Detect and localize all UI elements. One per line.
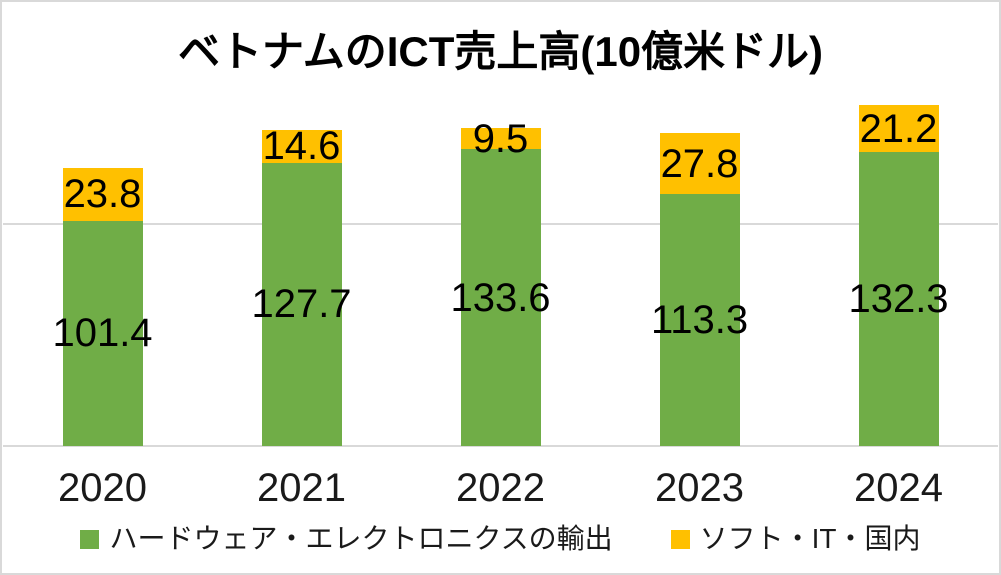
data-label-series0-2020: 101.4 (52, 311, 153, 356)
legend-swatch-icon (670, 529, 690, 549)
x-axis-label-2024: 2024 (854, 466, 943, 510)
legend-label-series1: ソフト・IT・国内 (699, 523, 921, 554)
bar-slot-2023: 113.3 27.8 (600, 2, 799, 446)
data-label-series1-2022: 9.5 (472, 116, 529, 161)
bar-segment-series1-2020: 23.8 (62, 168, 143, 221)
data-label-series1-2020: 23.8 (63, 172, 142, 217)
data-label-series0-2021: 127.7 (251, 282, 352, 327)
data-label-series1-2021: 14.6 (262, 124, 341, 169)
bar-slot-2020: 101.4 23.8 (3, 2, 202, 446)
data-label-series0-2023: 113.3 (650, 298, 749, 343)
bar-segment-series1-2022: 9.5 (460, 119, 541, 159)
legend-swatch-icon (80, 529, 100, 549)
bar-slots: 101.4 23.8 127.7 14.6 133.6 9.5 113.3 27.8 132.3… (3, 2, 998, 446)
bar-segment-series0-2022: 133.6 (450, 149, 551, 446)
x-axis-line (3, 445, 998, 447)
bar-segment-series0-2020: 101.4 (52, 220, 153, 446)
bar-segment-series1-2023: 27.8 (659, 132, 740, 195)
data-label-series0-2022: 133.6 (450, 275, 551, 320)
data-label-series1-2023: 27.8 (660, 141, 739, 186)
bar-slot-2024: 132.3 21.2 (799, 2, 998, 446)
x-axis-label-2022: 2022 (456, 466, 545, 510)
bar-segment-series0-2024: 132.3 (848, 152, 949, 446)
bar-segment-series0-2021: 127.7 (251, 162, 352, 446)
bar-slot-2021: 127.7 14.6 (202, 2, 401, 446)
chart-title: ベトナムのICT売上高(10億米ドル) (177, 28, 824, 75)
data-label-series1-2024: 21.2 (859, 106, 938, 151)
legend-item-series1: ソフト・IT・国内 (670, 523, 921, 555)
bar-slot-2022: 133.6 9.5 (401, 2, 600, 446)
x-axis-label-2020: 2020 (58, 466, 147, 510)
legend-item-series0: ハードウェア・エレクトロニクスの輸出 (80, 523, 613, 555)
data-label-series0-2024: 132.3 (848, 277, 949, 322)
x-axis-labels: 2020 2021 2022 2023 2024 (3, 468, 998, 508)
bar-segment-series0-2023: 113.3 (651, 194, 748, 446)
plot-area: 101.4 23.8 127.7 14.6 133.6 9.5 113.3 27.8 132.3… (3, 2, 998, 447)
bar-segment-series1-2024: 21.2 (858, 105, 939, 153)
bar-segment-series1-2021: 14.6 (261, 126, 342, 166)
legend-label-series0: ハードウェア・エレクトロニクスの輸出 (109, 523, 613, 554)
x-axis-label-2021: 2021 (257, 466, 346, 510)
legend: ハードウェア・エレクトロニクスの輸出 ソフト・IT・国内 (2, 523, 999, 555)
x-axis-label-2023: 2023 (655, 466, 744, 510)
